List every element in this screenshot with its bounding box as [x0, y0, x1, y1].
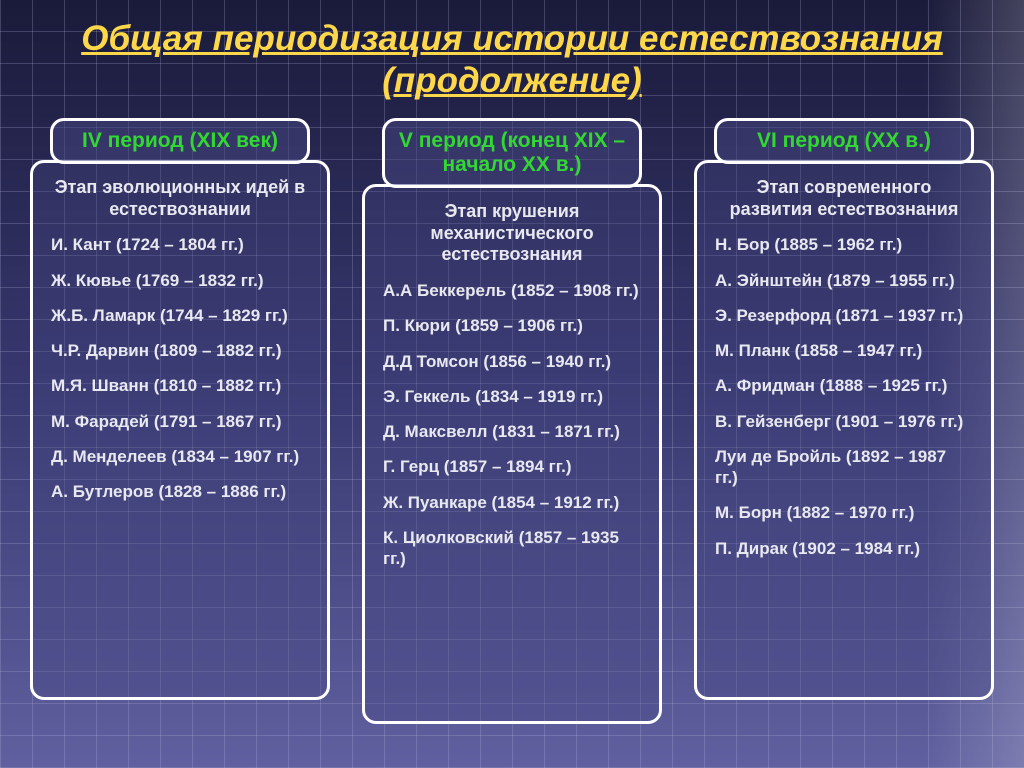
columns-container: IV период (XIX век) Этап эволюционных ид…: [0, 110, 1024, 724]
column-period-4: IV период (XIX век) Этап эволюционных ид…: [25, 118, 335, 724]
column-body: Этап крушения механистического естествоз…: [362, 184, 662, 724]
list-item: П. Дирак (1902 – 1984 гг.): [715, 538, 973, 559]
list-item: Э. Резерфорд (1871 – 1937 гг.): [715, 305, 973, 326]
column-body: Этап эволюционных идей в естествознании …: [30, 160, 330, 700]
slide-title: Общая периодизация истории естествознани…: [0, 0, 1024, 110]
list-item: Луи де Бройль (1892 – 1987 гг.): [715, 446, 973, 489]
list-item: К. Циолковский (1857 – 1935 гг.): [383, 527, 641, 570]
list-item: Ж. Кювье (1769 – 1832 гг.): [51, 270, 309, 291]
list-item: Н. Бор (1885 – 1962 гг.): [715, 234, 973, 255]
list-item: П. Кюри (1859 – 1906 гг.): [383, 315, 641, 336]
list-item: Ч.Р. Дарвин (1809 – 1882 гг.): [51, 340, 309, 361]
stage-label: Этап современного развития естествознани…: [713, 177, 975, 220]
list-item: И. Кант (1724 – 1804 гг.): [51, 234, 309, 255]
list-item: Э. Геккель (1834 – 1919 гг.): [383, 386, 641, 407]
list-item: М.Я. Шванн (1810 – 1882 гг.): [51, 375, 309, 396]
list-item: Г. Герц (1857 – 1894 гг.): [383, 456, 641, 477]
list-item: В. Гейзенберг (1901 – 1976 гг.): [715, 411, 973, 432]
list-item: М. Планк (1858 – 1947 гг.): [715, 340, 973, 361]
list-item: М. Борн (1882 – 1970 гг.): [715, 502, 973, 523]
list-item: Д. Максвелл (1831 – 1871 гг.): [383, 421, 641, 442]
list-item: Д. Менделеев (1834 – 1907 гг.): [51, 446, 309, 467]
stage-label: Этап крушения механистического естествоз…: [381, 201, 643, 266]
column-period-5: V период (конец XIX – начало XX в.) Этап…: [357, 118, 667, 724]
column-period-6: VI период (XX в.) Этап современного разв…: [689, 118, 999, 724]
list-item: Д.Д Томсон (1856 – 1940 гг.): [383, 351, 641, 372]
list-item: А. Фридман (1888 – 1925 гг.): [715, 375, 973, 396]
list-item: А.А Беккерель (1852 – 1908 гг.): [383, 280, 641, 301]
list-item: А. Бутлеров (1828 – 1886 гг.): [51, 481, 309, 502]
list-item: А. Эйнштейн (1879 – 1955 гг.): [715, 270, 973, 291]
stage-label: Этап эволюционных идей в естествознании: [49, 177, 311, 220]
column-header: V период (конец XIX – начало XX в.): [382, 118, 642, 188]
list-item: Ж.Б. Ламарк (1744 – 1829 гг.): [51, 305, 309, 326]
column-header: VI период (XX в.): [714, 118, 974, 164]
column-header: IV период (XIX век): [50, 118, 310, 164]
list-item: М. Фарадей (1791 – 1867 гг.): [51, 411, 309, 432]
list-item: Ж. Пуанкаре (1854 – 1912 гг.): [383, 492, 641, 513]
column-body: Этап современного развития естествознани…: [694, 160, 994, 700]
